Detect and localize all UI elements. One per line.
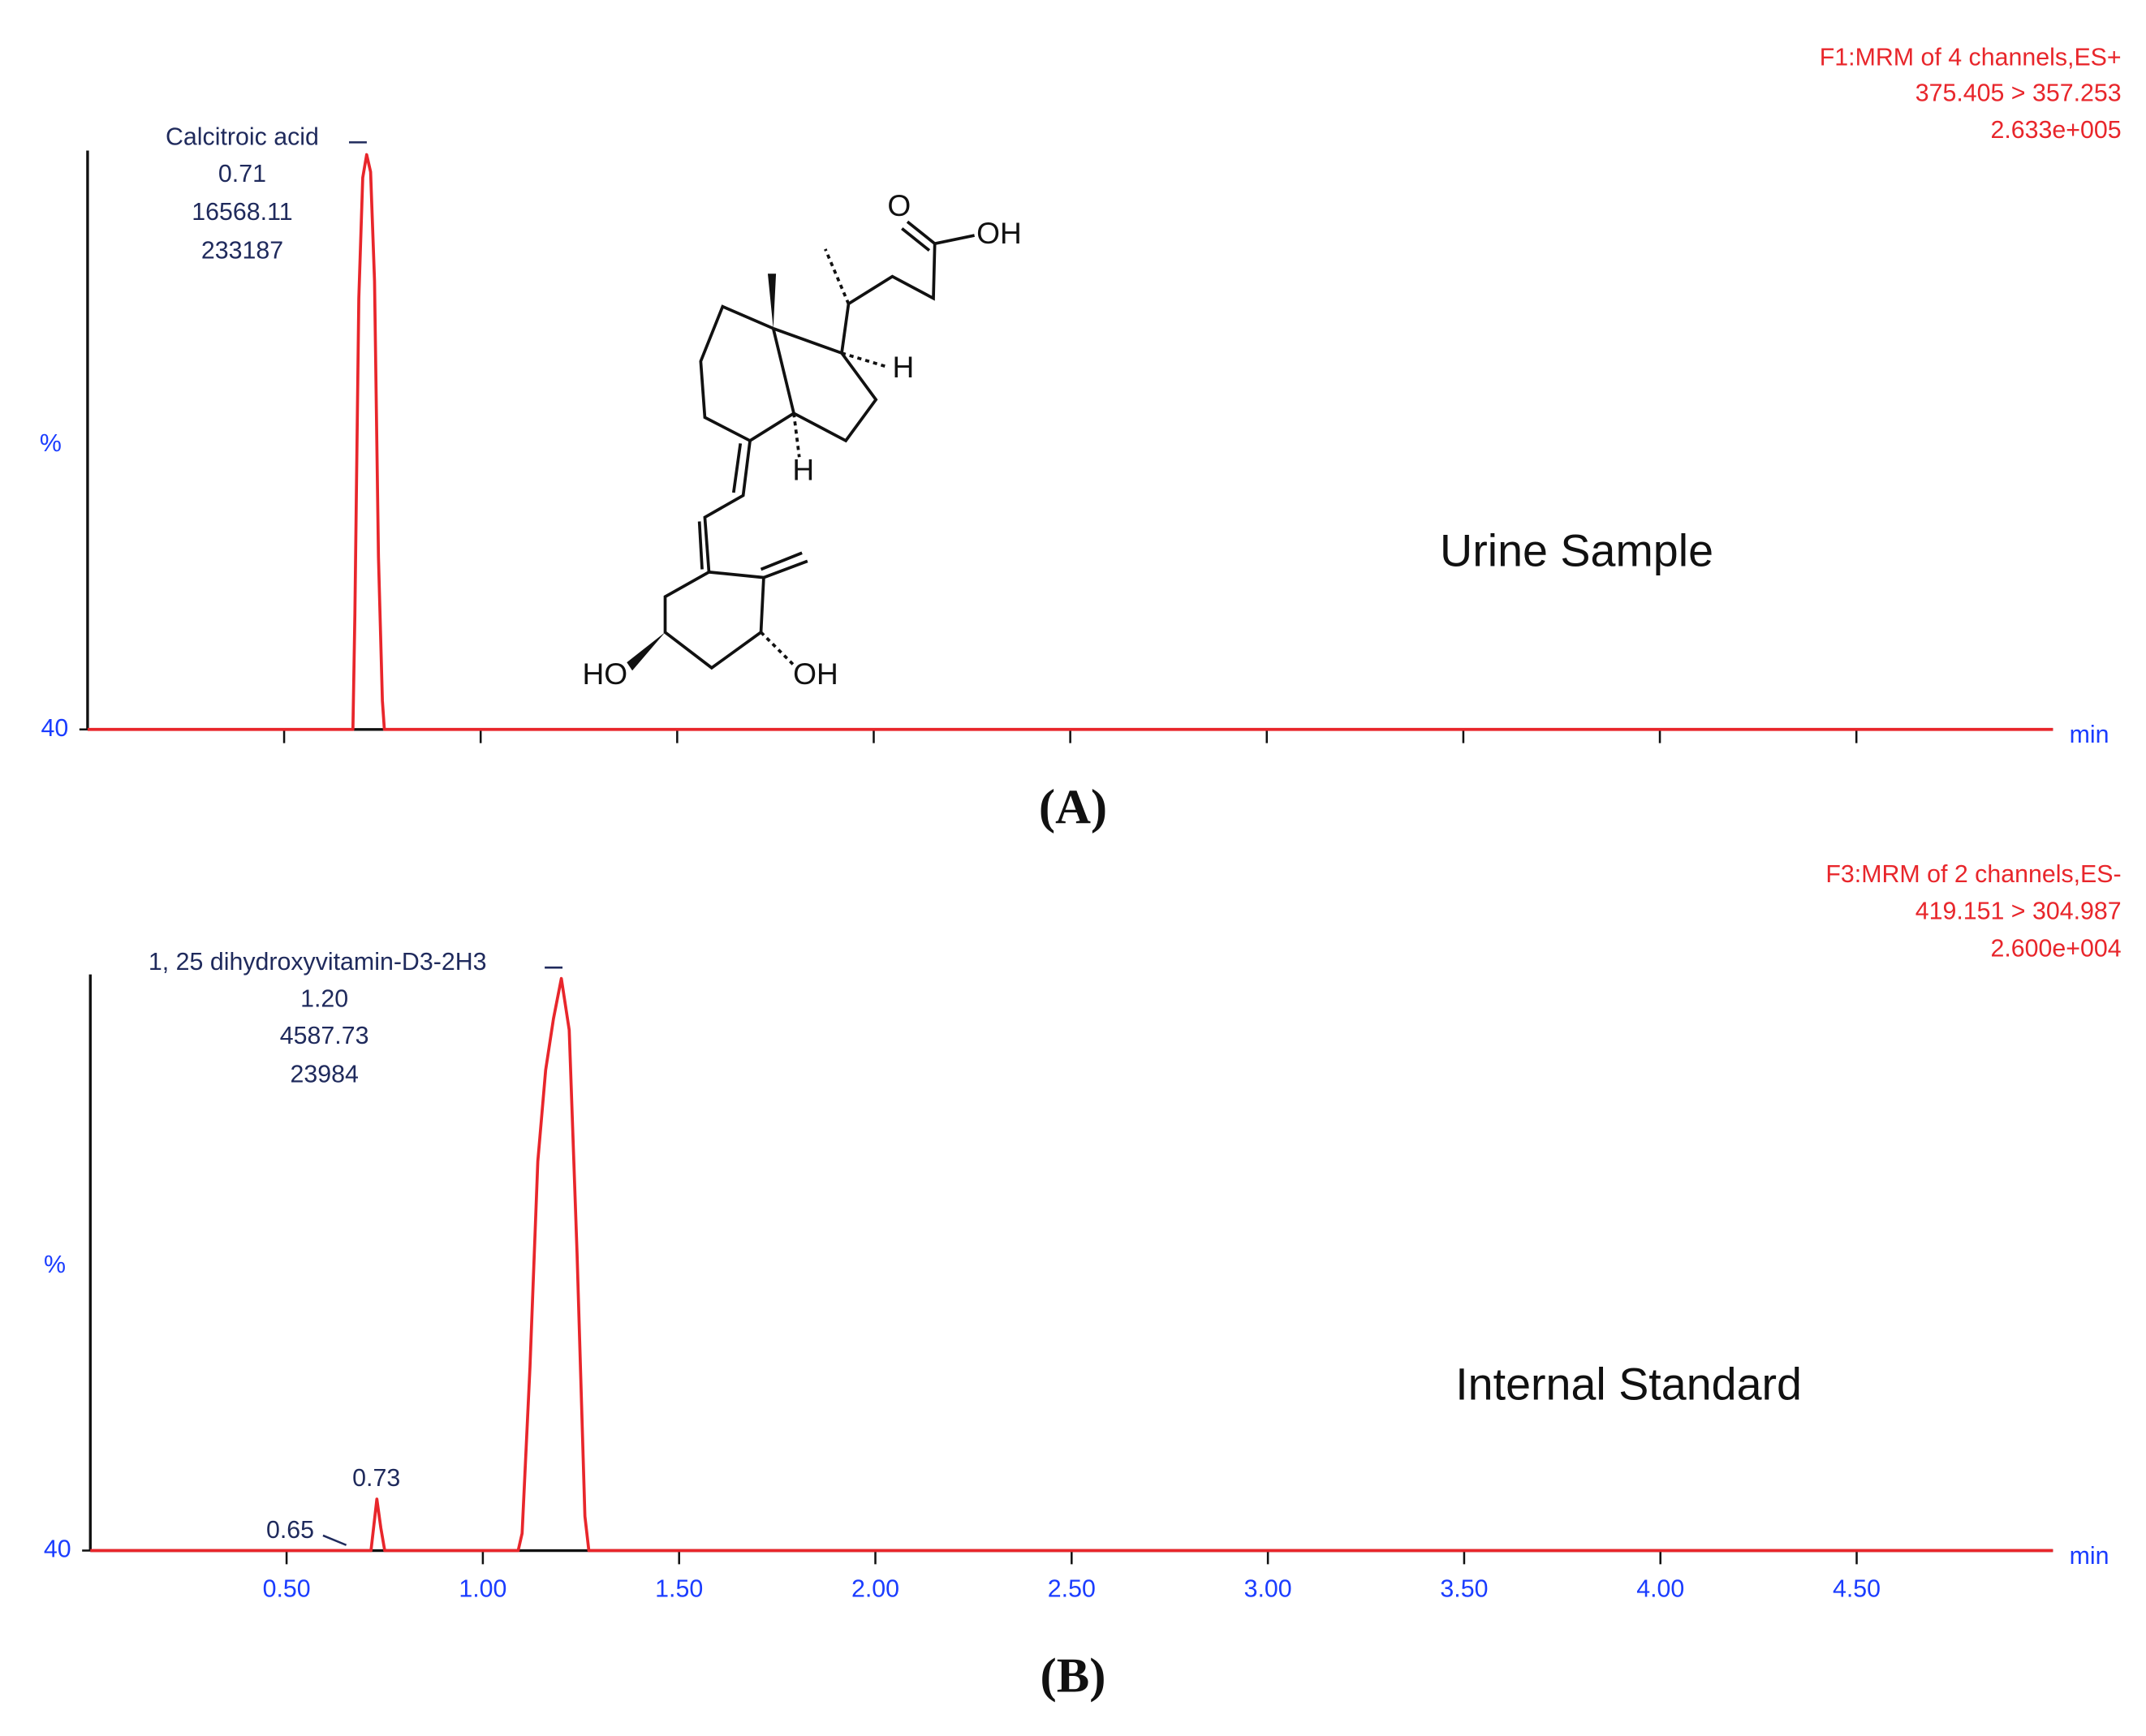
- channel-info: 2.633e+005: [1990, 117, 2121, 144]
- peak-annotation: 0.71: [218, 161, 266, 187]
- atom-label: OH: [793, 657, 838, 691]
- x-tick-label: 4.50: [1833, 1575, 1881, 1602]
- bond: [731, 443, 743, 493]
- bond: [840, 304, 851, 354]
- x-tick-label: 1.50: [655, 1575, 703, 1602]
- calcitroic-acid-structure: O OH H H HO OH: [582, 188, 1021, 691]
- y-tick-label: 40: [44, 1536, 71, 1563]
- sample-label: Internal Standard: [1455, 1359, 1802, 1410]
- peak-annotation: 233187: [201, 237, 283, 264]
- x-axis-label: min: [2070, 1543, 2109, 1570]
- atom-label: HO: [582, 657, 627, 691]
- bond: [697, 521, 704, 570]
- y-tick-label: 40: [41, 715, 69, 742]
- peak-annotation: 4587.73: [280, 1023, 369, 1049]
- x-tick-label: 0.50: [263, 1575, 311, 1602]
- channel-info: 375.405 > 357.253: [1915, 80, 2122, 106]
- peak-annotation: 1, 25 dihydroxyvitamin-D3-2H3: [149, 949, 487, 976]
- peak-annotation: 1.20: [300, 986, 348, 1013]
- x-tick-label: 3.00: [1244, 1575, 1292, 1602]
- bond: [901, 227, 931, 252]
- wedge: [627, 632, 666, 671]
- peak-annotation: 23984: [290, 1061, 358, 1088]
- x-tick-label: 2.00: [851, 1575, 899, 1602]
- atom-label: H: [893, 350, 915, 384]
- bond: [763, 559, 808, 579]
- y-axis-label: %: [44, 1251, 66, 1278]
- ring: [699, 304, 795, 443]
- sample-label: Urine Sample: [1440, 526, 1713, 576]
- peak-marker: [322, 1534, 347, 1546]
- bond: [824, 248, 851, 305]
- minor-peak-annotation: 0.65: [266, 1517, 314, 1544]
- peak-annotation: 16568.11: [192, 199, 292, 226]
- x-axis-label: min: [2070, 722, 2109, 748]
- wedge: [767, 274, 777, 329]
- atom-label: OH: [976, 216, 1022, 250]
- bond: [906, 220, 936, 245]
- panel-label: (A): [1039, 780, 1107, 834]
- bond: [934, 234, 975, 245]
- bond: [703, 440, 752, 572]
- atom-label: H: [792, 453, 814, 487]
- ring: [663, 571, 765, 670]
- y-axis-label: %: [40, 430, 62, 457]
- channel-info: 419.151 > 304.987: [1915, 898, 2122, 925]
- x-tick-label: 1.00: [459, 1575, 506, 1602]
- ring: [771, 326, 878, 443]
- channel-info: F1:MRM of 4 channels,ES+: [1820, 45, 2122, 71]
- chromatogram-line: [90, 976, 2053, 1553]
- x-tick-label: 4.00: [1636, 1575, 1684, 1602]
- bond: [760, 551, 803, 571]
- bond: [847, 243, 937, 305]
- x-tick-label: 2.50: [1048, 1575, 1096, 1602]
- chromatogram-line: [87, 153, 2053, 731]
- bond: [760, 631, 795, 666]
- bond: [792, 413, 801, 458]
- atom-label: O: [887, 188, 911, 222]
- peak-annotation: Calcitroic acid: [166, 123, 319, 150]
- x-tick-label: 3.50: [1440, 1575, 1488, 1602]
- channel-info: 2.600e+004: [1990, 935, 2121, 962]
- channel-info: F3:MRM of 2 channels,ES-: [1825, 861, 2121, 888]
- minor-peak-annotation: 0.73: [352, 1465, 400, 1492]
- panel-label: (B): [1041, 1649, 1106, 1704]
